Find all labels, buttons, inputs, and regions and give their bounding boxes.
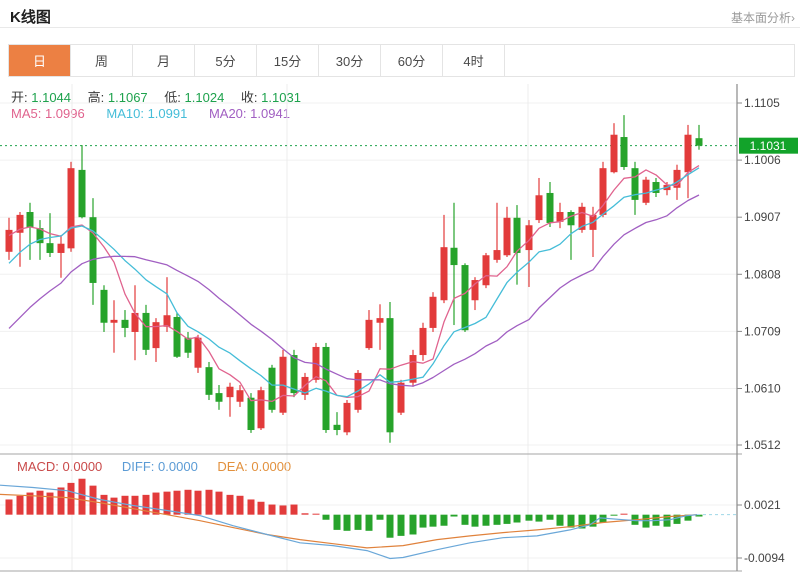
- ma5-legend: MA5: 1.0996: [11, 106, 85, 121]
- axis-tick-label: 1.0808: [744, 267, 781, 281]
- chevron-right-icon: ›: [791, 11, 795, 25]
- fundamental-analysis-link[interactable]: 基本面分析›: [731, 9, 795, 26]
- ma10-line: [8, 167, 700, 398]
- tab-month[interactable]: 月: [133, 45, 195, 76]
- ma20-line: [8, 194, 700, 387]
- page-title: K线图: [10, 9, 51, 26]
- tab-60min[interactable]: 60分: [381, 45, 443, 76]
- axis-tick-label: 1.0709: [744, 324, 781, 338]
- tab-30min[interactable]: 30分: [319, 45, 381, 76]
- macd-histogram: [5, 478, 703, 538]
- current-price-label: 1.1031: [750, 139, 787, 153]
- high-value: 1.1067: [107, 90, 148, 105]
- current-price-badge: 1.1031: [739, 137, 798, 154]
- tab-week[interactable]: 周: [71, 45, 133, 76]
- axis-tick-label: 0.0021: [744, 498, 781, 512]
- tabbar-filler: [505, 45, 794, 76]
- axis-tick-label: 1.0610: [744, 381, 781, 395]
- tab-5min[interactable]: 5分: [195, 45, 257, 76]
- dea-legend: DEA: 0.0000: [217, 459, 292, 474]
- ma-info-row: MA5: 1.0996 MA10: 1.0991 MA20: 1.0941: [11, 106, 290, 121]
- axis-tick-label: 1.1006: [744, 153, 781, 167]
- low-value: 1.1024: [184, 90, 225, 105]
- ma5-line: [8, 165, 700, 403]
- ma20-legend: MA20: 1.0941: [208, 106, 290, 121]
- fundamental-analysis-label: 基本面分析: [730, 11, 791, 25]
- header-divider: [0, 27, 800, 28]
- axis-tick-label: 1.1105: [744, 96, 780, 110]
- low-label: 低:: [164, 90, 181, 105]
- ma10-legend: MA10: 1.0991: [106, 106, 188, 121]
- axes-layer: [0, 84, 742, 572]
- tab-15min[interactable]: 15分: [257, 45, 319, 76]
- axis-tick-label: -0.0094: [744, 551, 785, 565]
- diff-legend: DIFF: 0.0000: [121, 459, 198, 474]
- tab-4hour[interactable]: 4时: [443, 45, 505, 76]
- y-axis-labels: 1.1105 1.1006 1.0907 1.0808 1.0709 1.0610 1.05…: [737, 96, 785, 565]
- close-value: 1.1031: [261, 90, 301, 105]
- diff-line: [0, 484, 698, 560]
- high-label: 高:: [87, 90, 105, 105]
- close-label: 收:: [240, 90, 258, 105]
- axis-tick-label: 1.0907: [744, 210, 781, 224]
- open-label: 开:: [11, 90, 28, 105]
- dea-line: [0, 493, 698, 549]
- open-value: 1.1044: [31, 90, 72, 105]
- candles-layer: [5, 115, 703, 443]
- period-tabbar: 日 周 月 5分 15分 30分 60分 4时: [8, 44, 795, 77]
- tab-day[interactable]: 日: [9, 45, 71, 76]
- ohlc-info-row: 开: 1.1044 高: 1.1067 低: 1.1024 收: 1.1031: [11, 87, 314, 106]
- kline-chart-canvas[interactable]: 1.1105 1.1006 1.0907 1.0808 1.0709 1.0610 1.05…: [0, 80, 800, 576]
- axis-tick-label: 1.0512: [744, 438, 781, 452]
